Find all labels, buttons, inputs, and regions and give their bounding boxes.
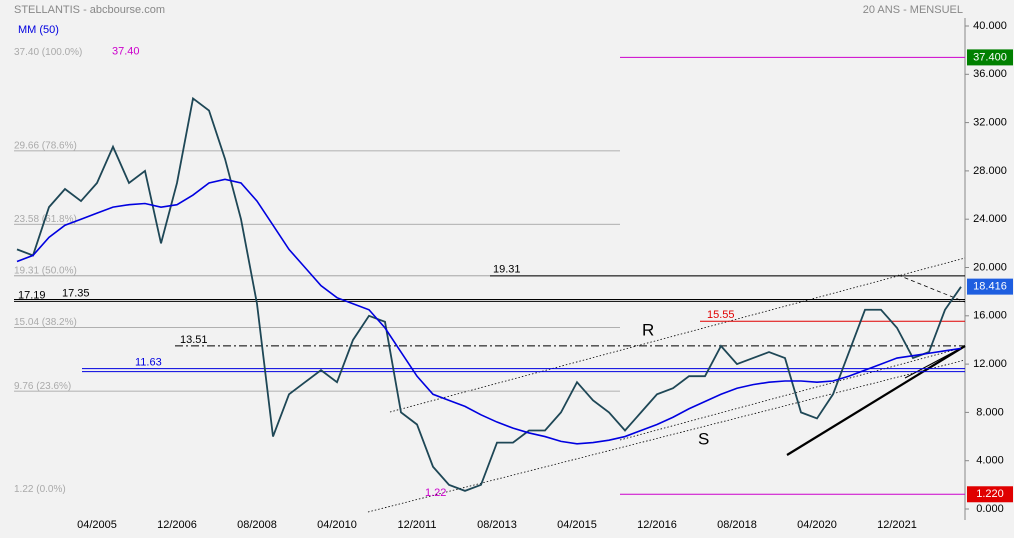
fib-label: 1.22 (0.0%) bbox=[14, 484, 66, 495]
axis-box bbox=[967, 49, 1013, 66]
y-tick-label: 28.000 bbox=[973, 165, 1007, 177]
x-tick-label: 12/2006 bbox=[157, 519, 197, 531]
x-tick-label: 04/2005 bbox=[77, 519, 117, 531]
fib-label: 37.40 (100.0%) bbox=[14, 47, 82, 58]
price-line-label: 13.51 bbox=[180, 334, 208, 346]
y-tick-label: 36.000 bbox=[973, 68, 1007, 80]
legend-entry: MM (50) bbox=[18, 24, 59, 36]
axis-box-label: 18.416 bbox=[973, 281, 1007, 293]
fib-label: 15.04 (38.2%) bbox=[14, 317, 77, 328]
support-line bbox=[786, 345, 966, 456]
axis-box bbox=[967, 278, 1013, 295]
axis-box-label: 1.220 bbox=[976, 488, 1004, 500]
annotation: R bbox=[642, 320, 654, 339]
channel bbox=[367, 257, 966, 513]
price-line-label: 11.63 bbox=[135, 356, 162, 368]
x-tick-label: 08/2013 bbox=[477, 519, 517, 531]
y-tick-label: 4.000 bbox=[976, 455, 1004, 467]
x-tick-label: 04/2010 bbox=[317, 519, 357, 531]
x-tick-label: 12/2011 bbox=[398, 519, 437, 531]
fib-label: 19.31 (50.0%) bbox=[14, 265, 77, 276]
x-tick-label: 04/2015 bbox=[557, 519, 597, 531]
price-line-label: 19.31 bbox=[493, 264, 521, 276]
x-tick-label: 12/2016 bbox=[637, 519, 677, 531]
axis-box-label: 37.400 bbox=[973, 51, 1007, 63]
annotation: S bbox=[698, 429, 709, 448]
chart-subtitle: 20 ANS - MENSUEL bbox=[863, 4, 963, 16]
y-tick-label: 20.000 bbox=[973, 261, 1007, 273]
chart-title: STELLANTIS - abcbourse.com bbox=[14, 4, 165, 16]
fib-label: 29.66 (78.6%) bbox=[14, 140, 77, 151]
price-line-label: 15.55 bbox=[707, 309, 735, 321]
x-tick-label: 08/2008 bbox=[237, 519, 277, 531]
y-tick-label: 32.000 bbox=[973, 117, 1007, 129]
price-line-label: 17.35 bbox=[62, 287, 90, 299]
marker-label: 37.40 bbox=[112, 45, 140, 57]
y-tick-label: 40.000 bbox=[973, 20, 1007, 32]
y-tick-label: 0.000 bbox=[976, 503, 1004, 515]
x-tick-label: 12/2021 bbox=[877, 519, 917, 531]
fib-label: 9.76 (23.6%) bbox=[14, 381, 71, 392]
price-line-label: 17.19 bbox=[18, 289, 46, 301]
x-tick-label: 08/2018 bbox=[717, 519, 757, 531]
support-line bbox=[904, 345, 966, 379]
y-tick-label: 16.000 bbox=[973, 310, 1007, 322]
y-tick-label: 8.000 bbox=[976, 406, 1004, 418]
series-line bbox=[16, 96, 962, 492]
marker-label: 1.22 bbox=[425, 487, 446, 499]
y-tick-label: 24.000 bbox=[973, 213, 1007, 225]
axis-box bbox=[967, 486, 1013, 503]
y-tick-label: 12.000 bbox=[973, 358, 1007, 370]
series-line bbox=[16, 178, 962, 445]
x-tick-label: 04/2020 bbox=[797, 519, 837, 531]
